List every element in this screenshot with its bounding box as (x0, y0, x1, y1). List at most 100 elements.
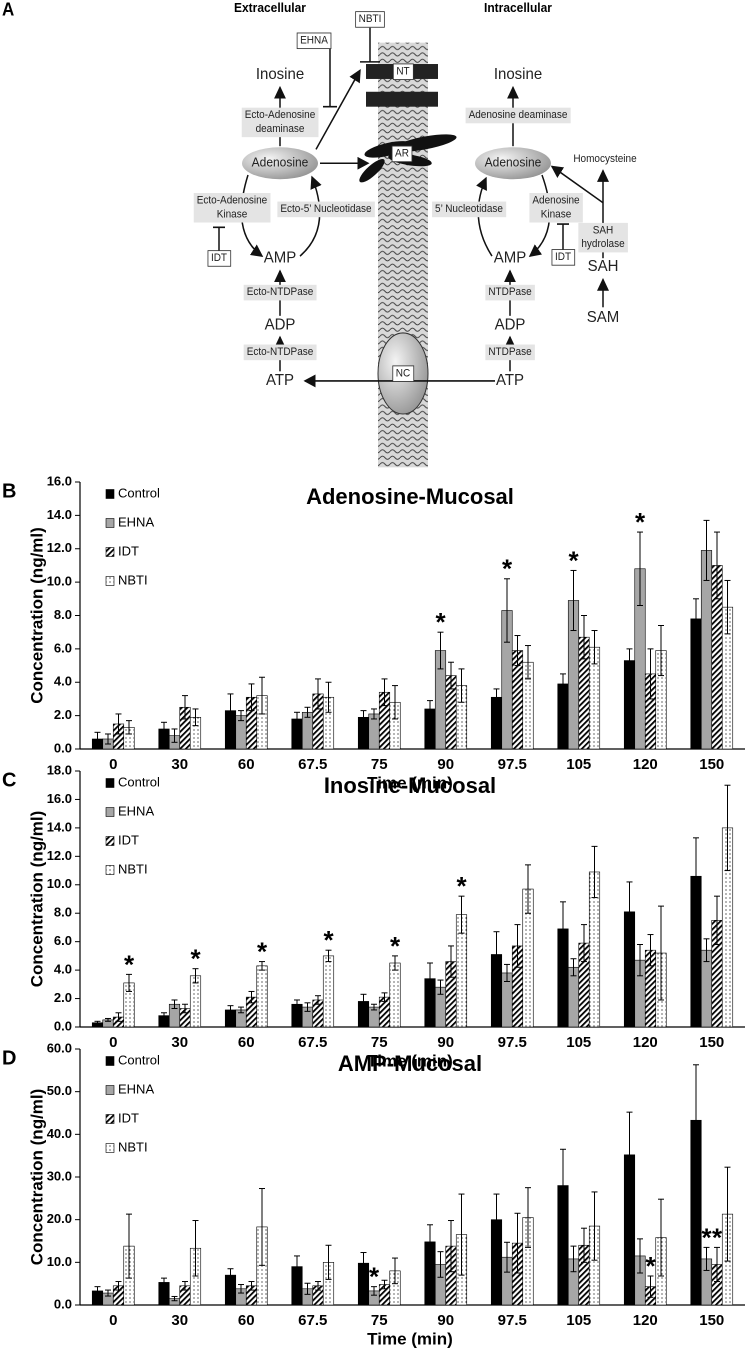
legend-label: IDT (118, 832, 139, 847)
error-bar (192, 708, 199, 727)
error-bar (115, 713, 122, 735)
label-box (465, 107, 571, 124)
legend-swatch (105, 518, 115, 528)
panel-letter: C (2, 769, 16, 791)
error-bar (448, 1220, 454, 1273)
error-bar (458, 895, 465, 934)
error-bar (427, 962, 433, 995)
y-tick-label: 4.0 (54, 674, 72, 689)
significance-star: * (502, 554, 513, 584)
error-bar (448, 661, 454, 690)
label-box (241, 107, 319, 138)
legend-swatch (105, 836, 115, 846)
error-bar (371, 1003, 377, 1011)
y-tick-label: 6.0 (54, 640, 72, 655)
error-bar (693, 598, 699, 640)
structure-label: NT (396, 66, 410, 77)
error-bar (637, 944, 643, 977)
legend-swatch (105, 1085, 115, 1095)
error-bar (325, 949, 332, 963)
error-bar (381, 1279, 388, 1290)
x-tick-label: 120 (633, 756, 658, 773)
error-bar (115, 1281, 122, 1291)
error-bar (227, 693, 234, 728)
significance-star: * (701, 1222, 712, 1252)
error-bar (248, 1281, 255, 1291)
panel-letter: A (2, 0, 15, 20)
legend-swatch (105, 778, 115, 788)
label-group: Ecto-NTDPase (243, 284, 317, 301)
label-group: Adenosine deaminase (465, 107, 571, 124)
arrows (213, 27, 609, 388)
enzyme-label: hydrolase (581, 239, 625, 250)
y-tick-label: 10.0 (47, 876, 72, 891)
error-bar (437, 1251, 444, 1278)
inhibitor-label: IDT (211, 253, 228, 264)
x-axis-label: Time (min) (367, 1051, 453, 1070)
error-bar (238, 1006, 244, 1014)
x-tick-label: 0 (109, 1034, 117, 1051)
label-group: Ecto-Adenosine deaminase (241, 107, 319, 138)
y-tick-label: 10.0 (47, 574, 72, 589)
error-bar (560, 1148, 566, 1223)
label-box (485, 344, 535, 361)
x-tick-label: 90 (437, 1034, 454, 1051)
error-bar (703, 938, 710, 963)
label-group: Adenosine Kinase (529, 193, 583, 223)
y-tick-label: 0.0 (54, 740, 72, 755)
y-tick-label: 12.0 (47, 540, 72, 555)
legend-swatch (105, 1114, 115, 1124)
legend-label: Control (118, 485, 160, 500)
legend-label: IDT (118, 1110, 139, 1125)
error-bar (171, 999, 178, 1010)
metabolite: SAM (587, 309, 619, 327)
y-tick-label: 50.0 (47, 1083, 72, 1098)
error-bar (514, 1212, 521, 1274)
error-bar (171, 728, 178, 743)
enzyme-label: Kinase (217, 209, 248, 220)
error-bar (514, 635, 521, 667)
x-tick-label: 90 (437, 1312, 454, 1329)
error-bar (570, 569, 577, 632)
metabolite: SAH (588, 258, 619, 276)
legend-label: NBTI (118, 1139, 148, 1154)
x-tick-label: 30 (171, 1312, 188, 1329)
label-group: EHNA (296, 32, 332, 50)
error-bar (238, 710, 244, 722)
structure-label: NC (396, 368, 411, 379)
error-bar (304, 1282, 311, 1295)
label-group: NC (392, 365, 415, 382)
x-tick-label: 0 (109, 756, 117, 773)
legend-label: NBTI (118, 861, 148, 876)
error-bar (525, 645, 531, 680)
error-bar (94, 731, 101, 747)
error-bar (360, 1252, 367, 1275)
error-bar (315, 678, 321, 710)
legend-swatch (105, 547, 115, 557)
error-bar (161, 721, 167, 737)
x-tick-label: 30 (171, 1034, 188, 1051)
panel-letter: B (2, 480, 16, 502)
label-box (551, 249, 576, 266)
error-bar (94, 1020, 101, 1025)
enzyme-label: Adenosine deaminase (469, 110, 568, 121)
bar (322, 955, 335, 1028)
adenosine-node (475, 147, 551, 180)
error-bar (493, 1193, 500, 1246)
y-axis-label: Concentration (ng/ml) (27, 1089, 46, 1266)
transporter (366, 91, 438, 107)
label-box (207, 250, 232, 267)
legend-label: NBTI (118, 572, 148, 587)
error-bar (360, 993, 367, 1010)
label-group: AR (391, 145, 413, 163)
chart-title: Adenosine-Mucosal (306, 484, 514, 509)
error-bar (591, 630, 598, 665)
error-bar (294, 999, 300, 1010)
error-bar (259, 961, 265, 971)
significance-star: * (712, 1222, 723, 1252)
x-tick-label: 105 (566, 1312, 591, 1329)
significance-star: * (369, 1262, 380, 1292)
label-box (391, 145, 413, 163)
error-bar (325, 1244, 332, 1280)
label-box (392, 365, 415, 382)
